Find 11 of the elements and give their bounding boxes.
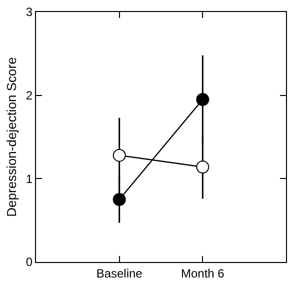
y-tick-label: 3 bbox=[26, 5, 33, 20]
y-tick-label: 1 bbox=[26, 172, 33, 186]
y-tick-label: 2 bbox=[26, 88, 33, 103]
point bbox=[196, 93, 210, 106]
x-tick-label: Month 6 bbox=[180, 266, 225, 280]
point bbox=[196, 160, 210, 174]
y-tick-label: 0 bbox=[26, 255, 33, 270]
point bbox=[112, 148, 126, 162]
x-tick-label: Baseline bbox=[96, 266, 143, 280]
y-axis-title: Depression-dejection Score bbox=[4, 57, 19, 217]
point bbox=[112, 193, 126, 206]
